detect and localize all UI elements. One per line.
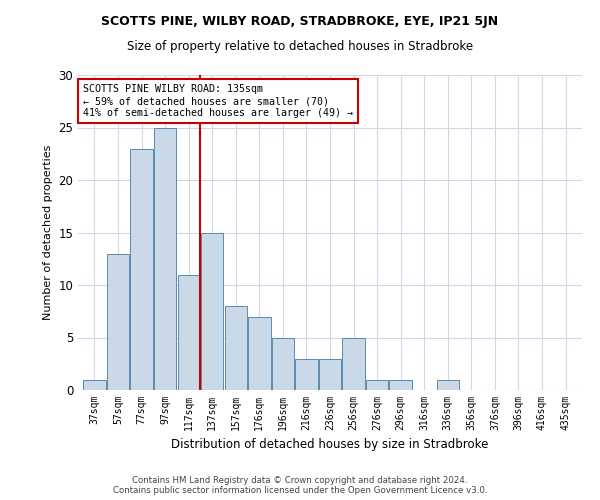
X-axis label: Distribution of detached houses by size in Stradbroke: Distribution of detached houses by size … [172, 438, 488, 452]
Text: Size of property relative to detached houses in Stradbroke: Size of property relative to detached ho… [127, 40, 473, 53]
Bar [295, 358, 317, 390]
Text: SCOTTS PINE WILBY ROAD: 135sqm
← 59% of detached houses are smaller (70)
41% of : SCOTTS PINE WILBY ROAD: 135sqm ← 59% of … [83, 84, 353, 117]
Text: Contains HM Land Registry data © Crown copyright and database right 2024.
Contai: Contains HM Land Registry data © Crown c… [113, 476, 487, 495]
Text: SCOTTS PINE, WILBY ROAD, STRADBROKE, EYE, IP21 5JN: SCOTTS PINE, WILBY ROAD, STRADBROKE, EYE… [101, 15, 499, 28]
Bar [272, 338, 294, 390]
Bar [178, 274, 200, 390]
Bar [107, 254, 129, 390]
Bar [154, 128, 176, 390]
Bar [366, 380, 388, 390]
Bar [248, 316, 271, 390]
Y-axis label: Number of detached properties: Number of detached properties [43, 145, 53, 320]
Bar [224, 306, 247, 390]
Bar [83, 380, 106, 390]
Bar [319, 358, 341, 390]
Bar [130, 148, 153, 390]
Bar [343, 338, 365, 390]
Bar [389, 380, 412, 390]
Bar [437, 380, 459, 390]
Bar [201, 232, 223, 390]
